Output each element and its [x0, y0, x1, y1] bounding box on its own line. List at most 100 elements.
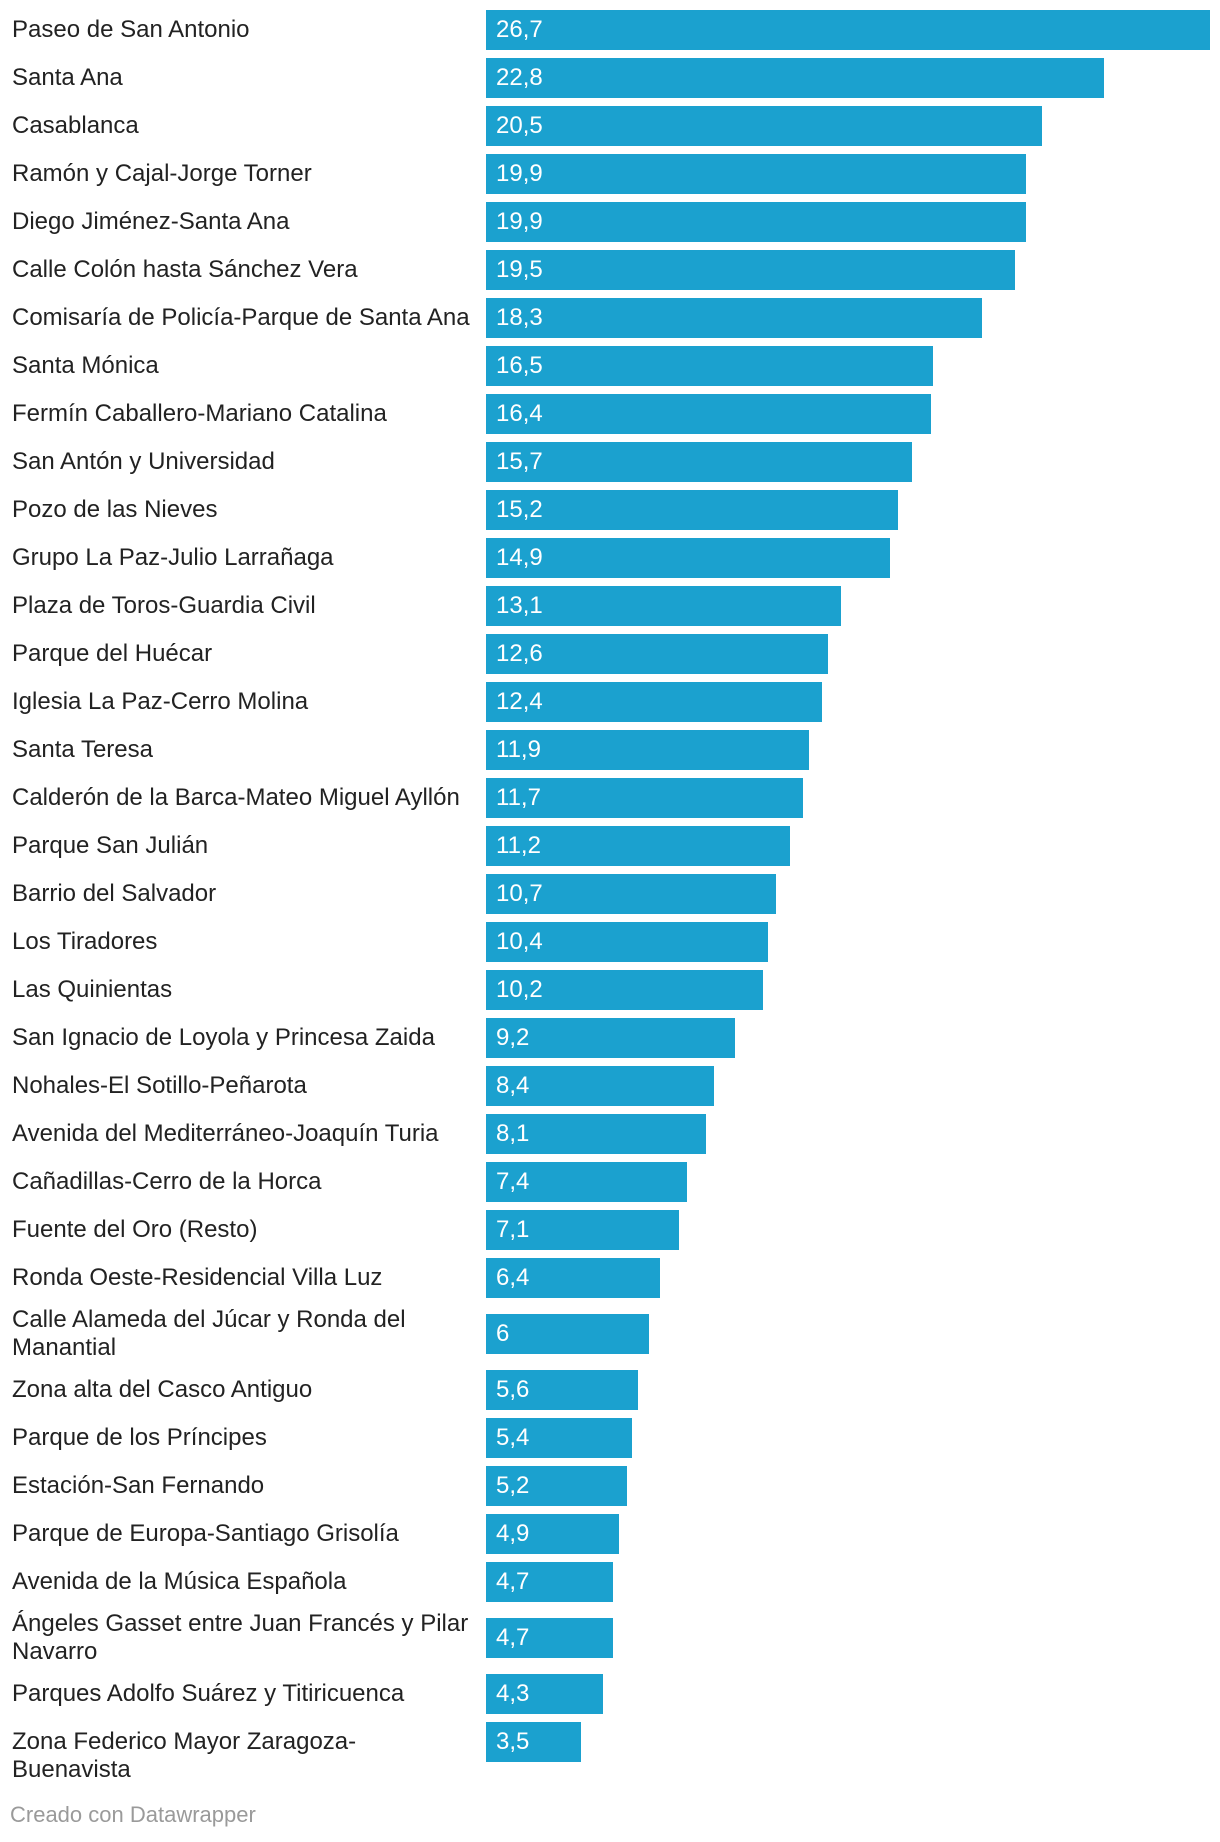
category-label: Las Quinientas	[12, 976, 173, 1003]
category-label: Zona alta del Casco Antiguo	[12, 1376, 313, 1403]
value-label: 10,2	[496, 976, 543, 1003]
bar-row: Estación-San Fernando 5,2	[0, 1466, 1220, 1506]
bar[interactable]: 10,2	[486, 970, 763, 1010]
bar[interactable]: 9,2	[486, 1018, 736, 1058]
category-label: Estación-San Fernando	[12, 1472, 265, 1499]
value-label: 10,4	[496, 928, 543, 955]
bar-row: San Ignacio de Loyola y Princesa Zaida 9,…	[0, 1018, 1220, 1058]
bar[interactable]: 10,7	[486, 874, 777, 914]
bar[interactable]: 8,4	[486, 1066, 714, 1106]
bar[interactable]: 11,2	[486, 826, 790, 866]
bar-row: Paseo de San Antonio 26,7	[0, 10, 1220, 50]
bar[interactable]: 4,7	[486, 1562, 614, 1602]
bar[interactable]: 6	[486, 1314, 649, 1354]
bar[interactable]: 4,9	[486, 1514, 619, 1554]
value-label: 12,4	[496, 688, 543, 715]
category-label: San Antón y Universidad	[12, 448, 275, 475]
category-label: Barrio del Salvador	[12, 880, 217, 907]
bar[interactable]: 12,6	[486, 634, 828, 674]
value-label: 8,1	[496, 1120, 530, 1147]
category-label: Parques Adolfo Suárez y Titiricuenca	[12, 1680, 405, 1707]
bar-row: Iglesia La Paz-Cerro Molina 12,4	[0, 682, 1220, 722]
category-label: Avenida del Mediterráneo-Joaquín Turia	[12, 1120, 439, 1147]
bar-row: Zona Federico Mayor Zaragoza-Buenavista 3…	[0, 1722, 1220, 1783]
bar[interactable]: 7,4	[486, 1162, 687, 1202]
bar-row: Ronda Oeste-Residencial Villa Luz 6,4	[0, 1258, 1220, 1298]
bar[interactable]: 10,4	[486, 922, 768, 962]
category-label: Diego Jiménez-Santa Ana	[12, 208, 290, 235]
bar[interactable]: 4,3	[486, 1674, 603, 1714]
credit-footer[interactable]: Creado con Datawrapper	[10, 1802, 256, 1827]
category-label: San Ignacio de Loyola y Princesa Zaida	[12, 1024, 435, 1051]
bar-row: San Antón y Universidad 15,7	[0, 442, 1220, 482]
bar[interactable]: 7,1	[486, 1210, 679, 1250]
category-label: Ramón y Cajal-Jorge Torner	[12, 160, 312, 187]
value-label: 4,9	[496, 1520, 530, 1547]
category-label: Santa Ana	[12, 64, 123, 91]
category-label: Plaza de Toros-Guardia Civil	[12, 592, 316, 619]
bar-row: Calle Alameda del Júcar y Ronda del Mana…	[0, 1306, 1220, 1362]
bar[interactable]: 20,5	[486, 106, 1042, 146]
value-label: 8,4	[496, 1072, 530, 1099]
bar[interactable]: 18,3	[486, 298, 983, 338]
category-label: Iglesia La Paz-Cerro Molina	[12, 688, 309, 715]
bar[interactable]: 19,9	[486, 202, 1026, 242]
bar[interactable]: 4,7	[486, 1618, 614, 1658]
bar[interactable]: 16,4	[486, 394, 931, 434]
bar[interactable]: 8,1	[486, 1114, 706, 1154]
value-label: 11,9	[496, 736, 541, 763]
bar-row: Parque San Julián 11,2	[0, 826, 1220, 866]
bar-row: Plaza de Toros-Guardia Civil 13,1	[0, 586, 1220, 626]
bar[interactable]: 15,2	[486, 490, 899, 530]
value-label: 11,7	[496, 784, 541, 811]
bar[interactable]: 5,4	[486, 1418, 633, 1458]
bar[interactable]: 13,1	[486, 586, 842, 626]
bar-row: Parque del Huécar 12,6	[0, 634, 1220, 674]
category-label: Calle Alameda del Júcar y Ronda del Mana…	[12, 1306, 406, 1361]
category-label: Pozo de las Nieves	[12, 496, 218, 523]
value-label: 6	[496, 1320, 510, 1347]
bar-row: Santa Ana 22,8	[0, 58, 1220, 98]
bar[interactable]: 3,5	[486, 1722, 581, 1762]
bar[interactable]: 26,7	[486, 10, 1210, 50]
bar[interactable]: 5,6	[486, 1370, 638, 1410]
value-label: 20,5	[496, 112, 543, 139]
bar[interactable]: 14,9	[486, 538, 891, 578]
bar[interactable]: 6,4	[486, 1258, 660, 1298]
bar[interactable]: 12,4	[486, 682, 823, 722]
bar[interactable]: 16,5	[486, 346, 934, 386]
value-label: 9,2	[496, 1024, 530, 1051]
bar-row: Grupo La Paz-Julio Larrañaga 14,9	[0, 538, 1220, 578]
bar-row: Comisaría de Policía-Parque de Santa Ana…	[0, 298, 1220, 338]
value-label: 16,5	[496, 352, 543, 379]
category-label: Grupo La Paz-Julio Larrañaga	[12, 544, 334, 571]
value-label: 11,2	[496, 832, 541, 859]
bar-row: Santa Teresa 11,9	[0, 730, 1220, 770]
bar-row: Diego Jiménez-Santa Ana 19,9	[0, 202, 1220, 242]
bar[interactable]: 11,7	[486, 778, 804, 818]
bar-row: Fermín Caballero-Mariano Catalina 16,4	[0, 394, 1220, 434]
category-label: Avenida de la Música Española	[12, 1568, 347, 1595]
value-label: 6,4	[496, 1264, 530, 1291]
category-label: Santa Teresa	[12, 736, 153, 763]
value-label: 4,7	[496, 1568, 530, 1595]
bar-row: Ángeles Gasset entre Juan Francés y Pila…	[0, 1610, 1220, 1666]
category-label: Casablanca	[12, 112, 139, 139]
bar-row: Parque de los Príncipes 5,4	[0, 1418, 1220, 1458]
bar[interactable]: 11,9	[486, 730, 809, 770]
bar-row: Avenida del Mediterráneo-Joaquín Turia 8,…	[0, 1114, 1220, 1154]
category-label: Parque San Julián	[12, 832, 209, 859]
bar-row: Avenida de la Música Española 4,7	[0, 1562, 1220, 1602]
value-label: 5,2	[496, 1472, 530, 1499]
bar[interactable]: 5,2	[486, 1466, 627, 1506]
bar[interactable]: 19,5	[486, 250, 1015, 290]
value-label: 26,7	[496, 16, 543, 43]
bar-row: Parques Adolfo Suárez y Titiricuenca 4,3	[0, 1674, 1220, 1714]
bar[interactable]: 15,7	[486, 442, 912, 482]
category-label: Comisaría de Policía-Parque de Santa Ana	[12, 304, 470, 331]
bar-row: Barrio del Salvador 10,7	[0, 874, 1220, 914]
category-label: Fuente del Oro (Resto)	[12, 1216, 258, 1243]
bar[interactable]: 22,8	[486, 58, 1105, 98]
value-label: 14,9	[496, 544, 543, 571]
bar[interactable]: 19,9	[486, 154, 1026, 194]
